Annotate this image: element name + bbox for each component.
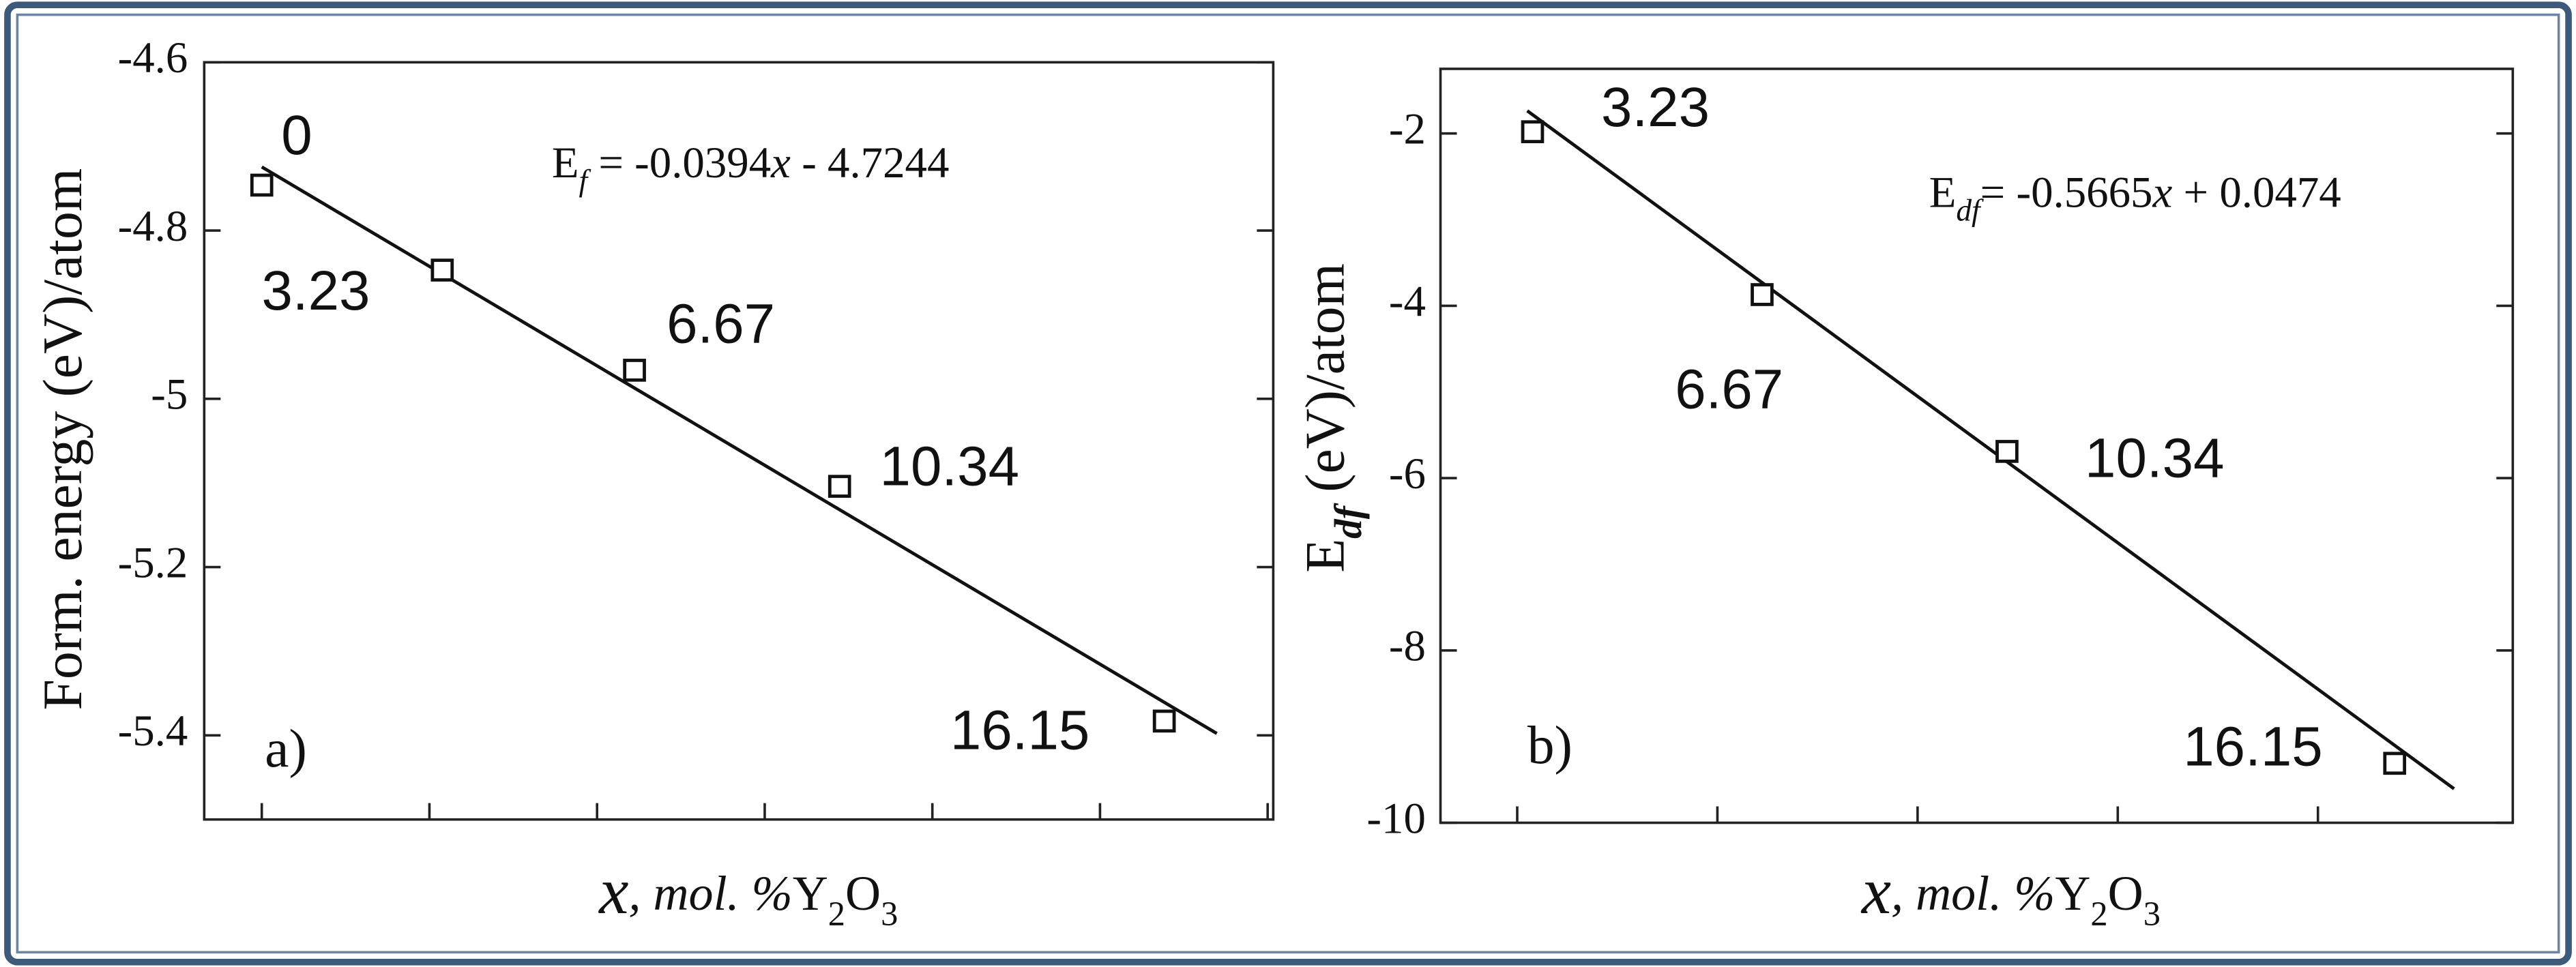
data-point xyxy=(2383,752,2407,775)
y-axis-label: Edf (eV)/atom xyxy=(1293,263,1370,573)
point-label: 0 xyxy=(281,104,312,166)
plot-frame xyxy=(1439,68,2515,824)
text-part: x xyxy=(770,138,791,188)
point-label: 16.15 xyxy=(2183,715,2322,777)
data-point xyxy=(250,173,274,197)
data-point xyxy=(1751,283,1774,306)
y-tick-label: -6 xyxy=(1389,449,1426,499)
text-part: x xyxy=(598,854,628,928)
text-part: x xyxy=(2152,168,2173,217)
text-part: 3 xyxy=(881,895,898,933)
y-tick-label: -5.2 xyxy=(118,538,188,587)
text-part: E xyxy=(552,138,579,188)
text-part: + 0.0474 xyxy=(2172,168,2341,217)
point-label: 10.34 xyxy=(880,435,1019,497)
y-tick-label: -8 xyxy=(1389,622,1426,671)
point-label: 3.23 xyxy=(1601,76,1710,138)
y-axis-label: Form. energy (eV)/atom xyxy=(31,168,93,711)
plot-frame xyxy=(203,61,1275,821)
text-part: O xyxy=(2108,866,2143,921)
text-part: x xyxy=(1860,854,1891,928)
y-tick-label: -5 xyxy=(151,370,188,419)
data-point xyxy=(1521,120,1545,144)
point-label: 3.23 xyxy=(261,260,370,322)
text-part: df xyxy=(1956,194,1984,228)
data-point xyxy=(1995,440,2019,463)
text-part: E xyxy=(1929,168,1957,217)
fit-line xyxy=(1526,109,2455,790)
y-tick-label: -2 xyxy=(1389,105,1426,154)
y-tick-label: -5.4 xyxy=(118,706,188,756)
x-axis-label: x, mol. %Y2O3 xyxy=(1860,854,2161,932)
data-point xyxy=(623,359,646,382)
text-part: (eV)/atom xyxy=(1293,263,1356,506)
text-part: E xyxy=(1293,539,1356,573)
text-part: Form. energy (eV)/atom xyxy=(31,168,93,711)
point-label: 6.67 xyxy=(667,293,775,355)
text-part: = -0.0394 xyxy=(587,138,771,188)
y-tick-label: -4 xyxy=(1389,277,1426,326)
panel-label: a) xyxy=(265,719,307,779)
x-axis-label: x, mol. %Y2O3 xyxy=(598,854,898,932)
text-part: df xyxy=(1327,503,1370,539)
fit-equation: Edf= -0.5665x + 0.0474 xyxy=(1929,168,2341,228)
point-label: 6.67 xyxy=(1675,358,1783,420)
outer-frame xyxy=(4,1,2572,966)
text-part: , mol. % xyxy=(628,866,792,921)
text-part: = -0.5665 xyxy=(1980,168,2153,217)
point-label: 16.15 xyxy=(950,699,1089,761)
panel-label: b) xyxy=(1527,715,1572,775)
text-part: Y xyxy=(2055,866,2090,921)
fit-line xyxy=(261,165,1218,735)
point-label: 10.34 xyxy=(2085,427,2224,489)
y-tick-label: -4.6 xyxy=(118,33,188,83)
data-point xyxy=(1152,709,1176,733)
text-part: , mol. % xyxy=(1891,866,2055,921)
data-point xyxy=(828,475,851,498)
text-part: 2 xyxy=(828,895,845,933)
y-tick-label: -4.8 xyxy=(118,202,188,251)
text-part: 3 xyxy=(2143,895,2161,933)
text-part: O xyxy=(845,866,881,921)
fit-equation: Ef = -0.0394x - 4.7244 xyxy=(552,138,950,198)
y-tick-label: -10 xyxy=(1366,794,1425,843)
data-point xyxy=(430,258,454,282)
text-part: - 4.7244 xyxy=(791,138,949,188)
text-part: 2 xyxy=(2090,895,2107,933)
text-part: Y xyxy=(793,866,828,921)
inner-frame xyxy=(16,13,2560,954)
